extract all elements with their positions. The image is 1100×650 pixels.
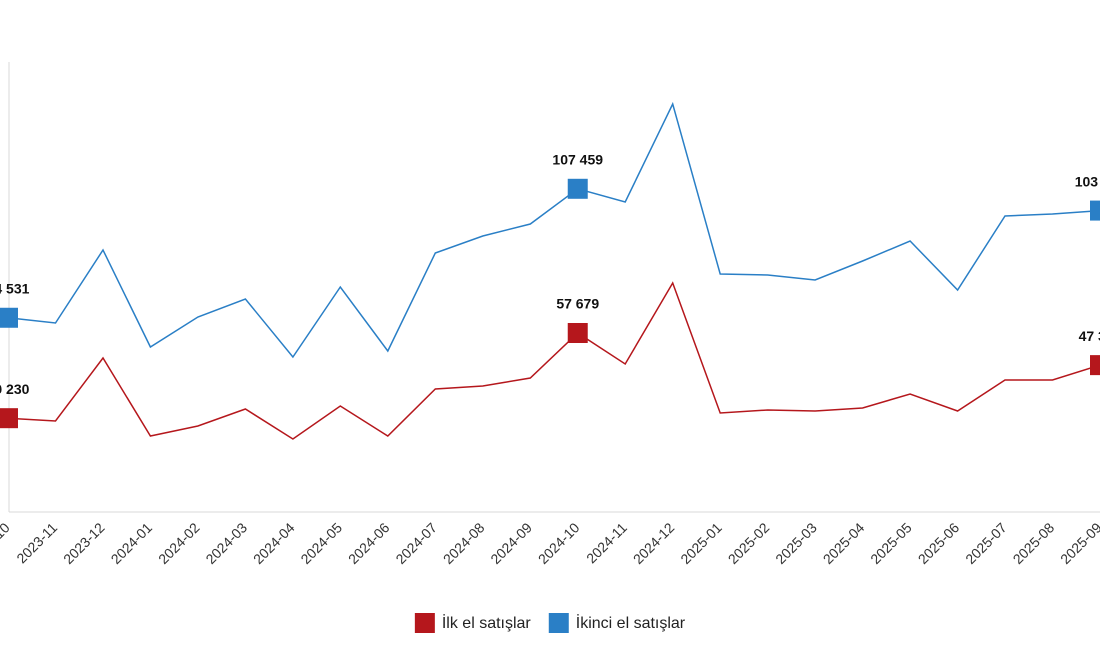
x-tick-label: 2025-04 [820, 519, 868, 567]
x-tick-label: 2024-06 [345, 519, 393, 567]
point-marker [567, 322, 588, 343]
value-label: 107 459 [552, 151, 603, 167]
x-tick-label: 2024-09 [487, 519, 535, 567]
legend-label: İlk el satışlar [442, 613, 532, 632]
x-tick-label: 2025-06 [915, 519, 963, 567]
point-marker [1090, 200, 1100, 221]
x-tick-label: 2025-01 [677, 519, 725, 567]
x-tick-label: 2024-03 [202, 519, 250, 567]
x-tick-label: 2024-01 [108, 519, 156, 567]
x-tick-label: 2023-11 [13, 519, 60, 566]
legend-swatch [414, 613, 435, 633]
x-tick-label: 2025-08 [1010, 519, 1058, 567]
x-tick-label: 2024-11 [583, 519, 630, 566]
point-marker [1090, 355, 1100, 376]
value-label: 30 230 [0, 381, 30, 397]
x-tick-label: 2025-07 [962, 519, 1010, 567]
x-tick-label: 2024-10 [535, 519, 583, 567]
value-label: 84 531 [0, 280, 30, 296]
series-line [7, 101, 1100, 359]
legend-label: İkinci el satışlar [576, 613, 686, 632]
x-tick-label: 2024-05 [297, 519, 345, 567]
x-tick-label: 2025-09 [1057, 519, 1100, 567]
x-tick-label: 2024-12 [630, 519, 678, 567]
x-tick-label: 2024-02 [155, 519, 203, 567]
value-label: 47 327 [1079, 328, 1100, 344]
x-tick-label: 2024-04 [250, 519, 298, 567]
x-tick-label: 2025-02 [725, 519, 773, 567]
x-tick-label: 2023-12 [60, 519, 108, 567]
x-tick-label: 2023-10 [0, 519, 13, 567]
x-tick-label: 2024-08 [440, 519, 488, 567]
x-tick-label: 2025-03 [772, 519, 820, 567]
value-label: 103 586 [1075, 173, 1100, 189]
point-marker [567, 178, 588, 199]
x-tick-label: 2024-07 [392, 519, 440, 567]
series-line [7, 281, 1100, 440]
value-label: 57 679 [556, 296, 599, 312]
legend-swatch [548, 613, 569, 633]
point-marker [0, 408, 18, 429]
x-tick-label: 2025-05 [867, 519, 915, 567]
point-marker [0, 307, 18, 328]
